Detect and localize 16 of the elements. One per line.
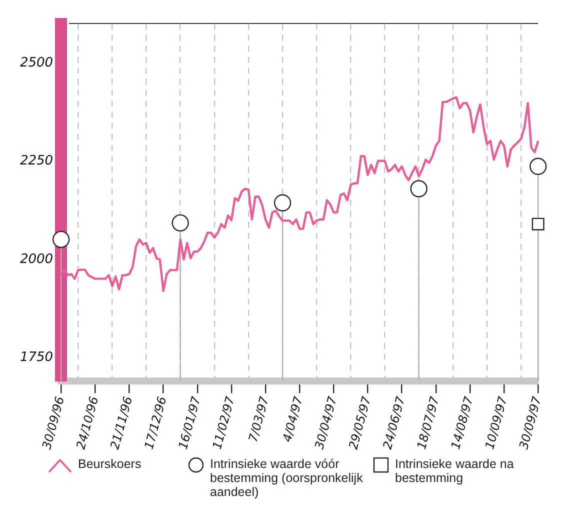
y-tick-label: 2000 <box>20 252 54 267</box>
x-tick-label: 14/08/97 <box>448 394 476 451</box>
point <box>532 218 544 230</box>
y-tick-label: 2250 <box>20 154 54 169</box>
x-tick-label: 10/09/97 <box>482 394 510 451</box>
x-tick-label: 7/03/97 <box>246 394 272 444</box>
x-tick-label: 4/04/97 <box>280 394 306 444</box>
legend-label: Beurskoers <box>78 457 142 471</box>
legend-label: Intrinsieke waarde vóór bestemming (oorspronkelijk aandeel) <box>210 457 363 499</box>
x-tick-label: 18/07/97 <box>414 394 442 451</box>
x-tick-label: 11/02/97 <box>210 394 238 451</box>
legend-label: Intrinsieke waarde na bestemming <box>395 457 515 485</box>
point <box>52 230 70 248</box>
y-tick-label: 1750 <box>20 350 54 366</box>
x-tick-label: 16/01/97 <box>176 394 204 451</box>
y-tick-label: 2500 <box>20 55 54 70</box>
